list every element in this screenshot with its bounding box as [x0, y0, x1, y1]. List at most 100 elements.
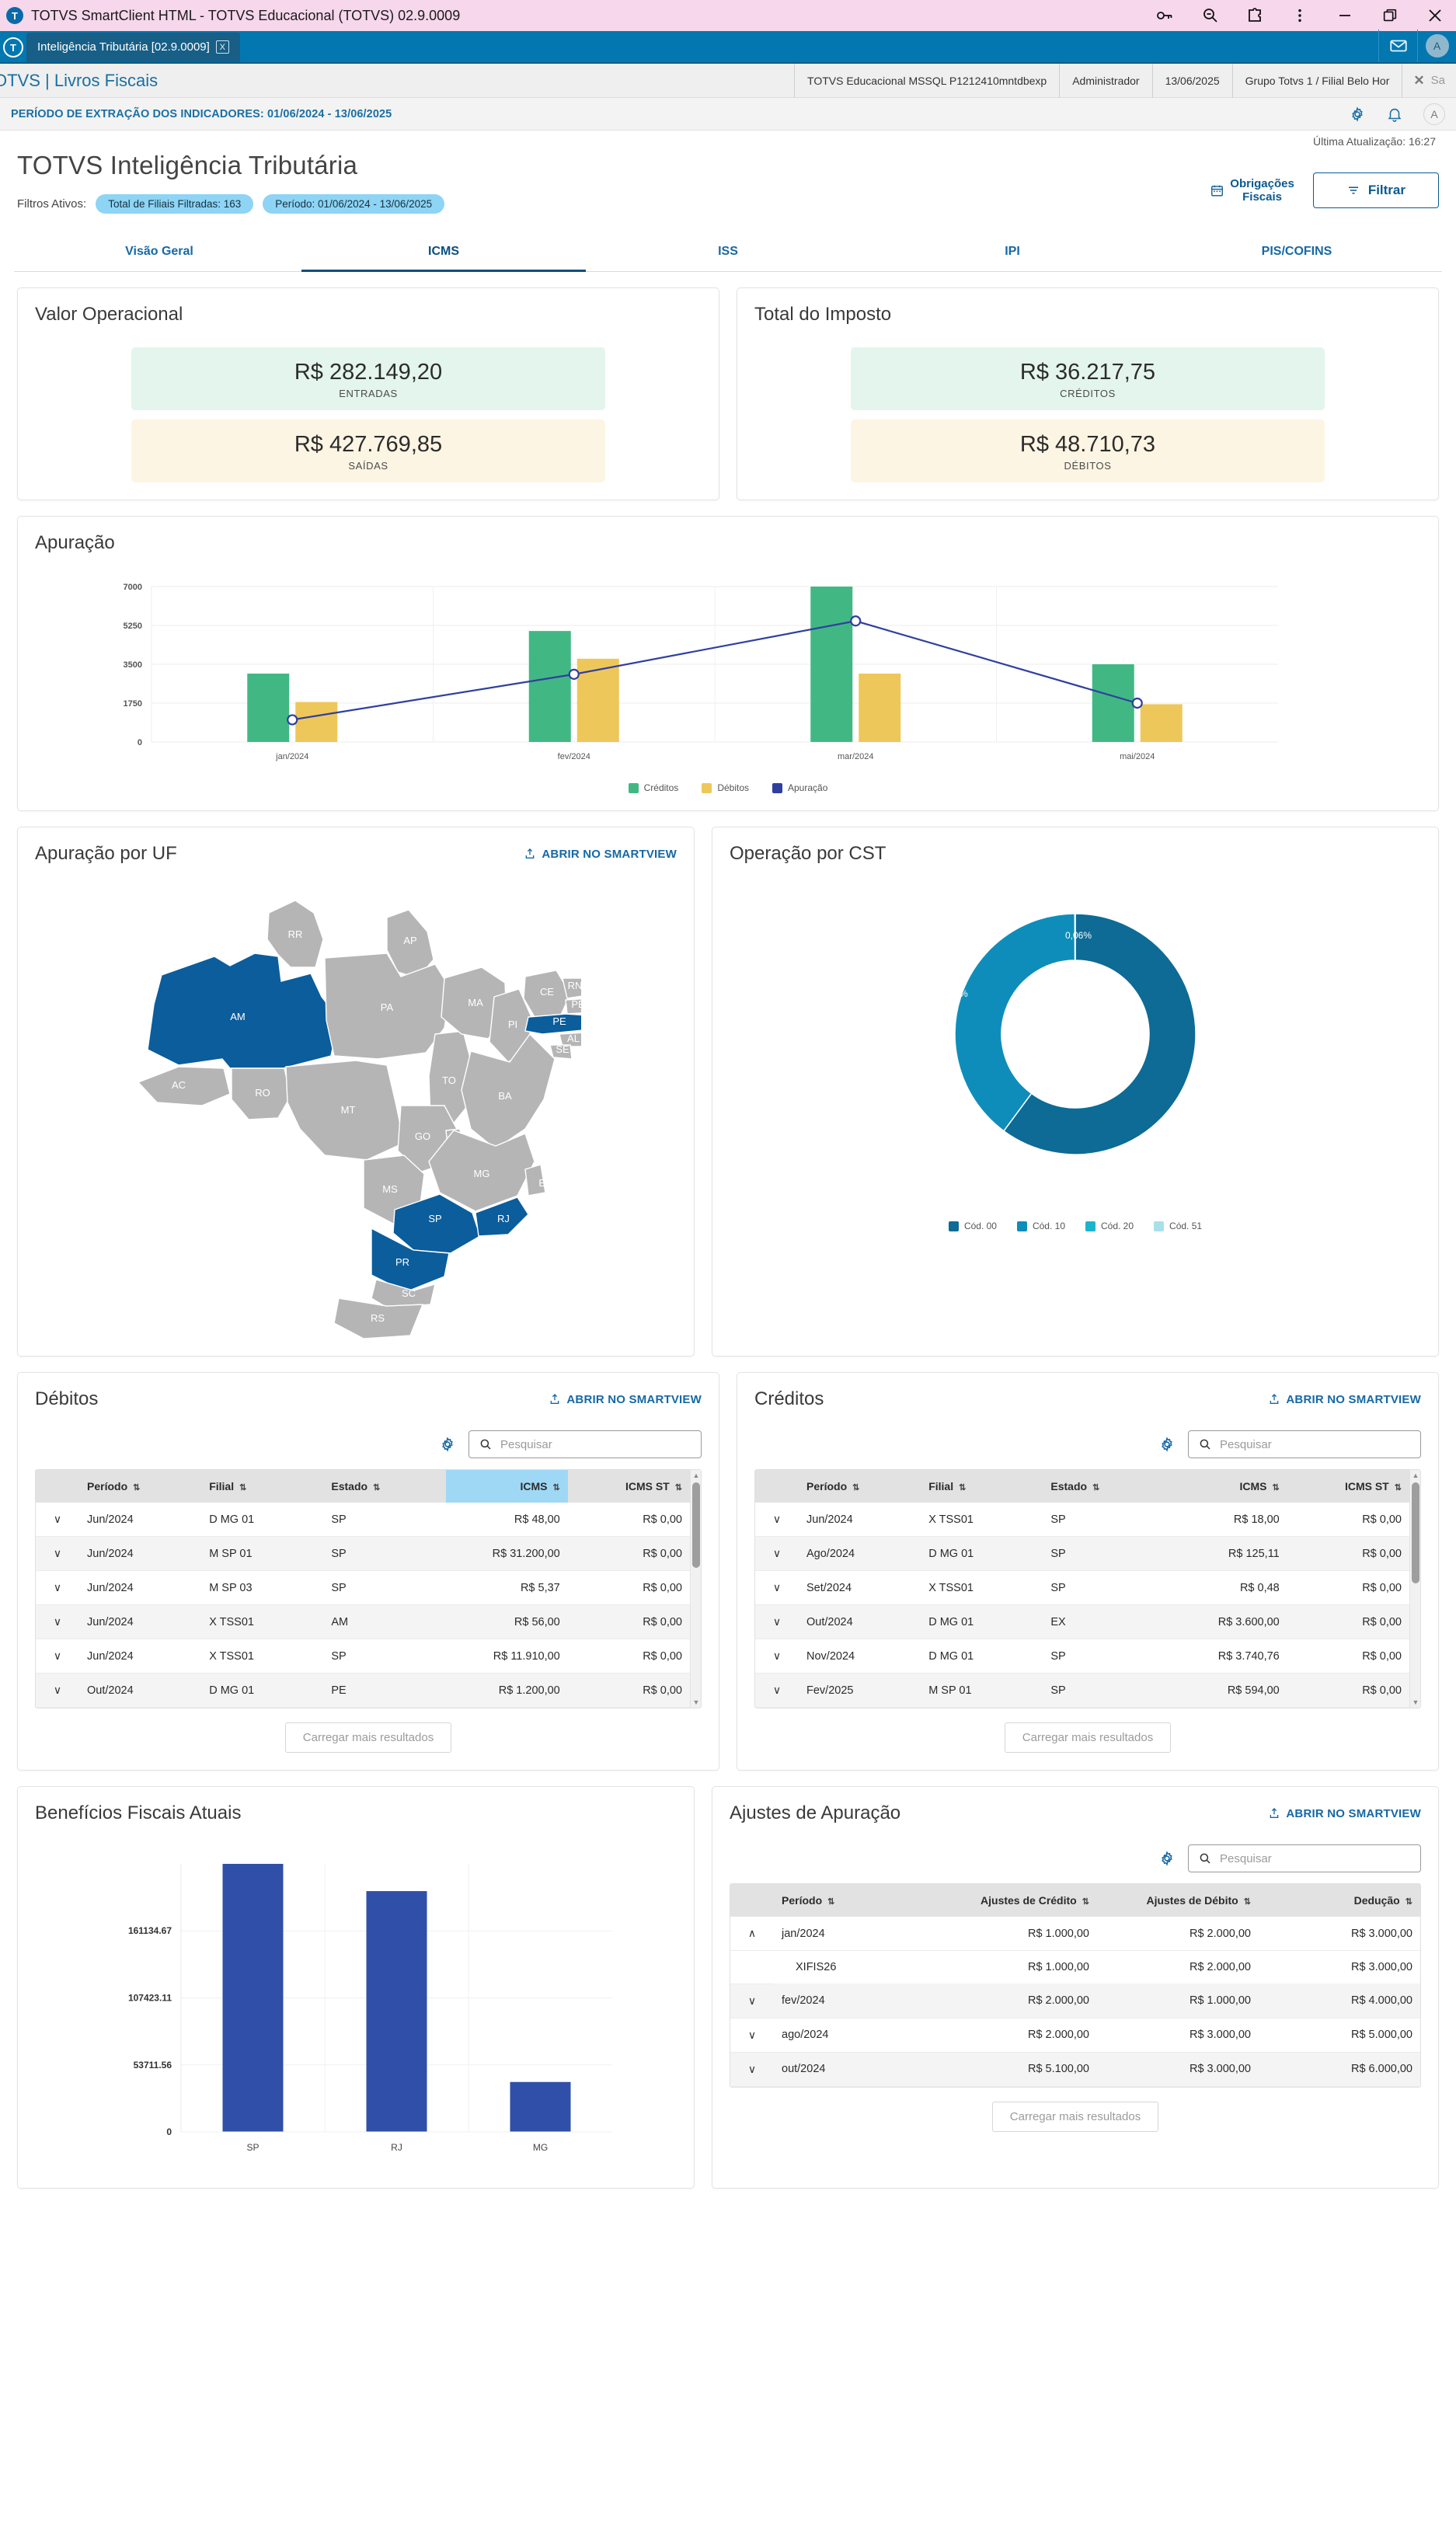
map-state-mg[interactable]: [428, 1130, 535, 1212]
row-collapse-chevron-up-icon[interactable]: ∧: [730, 1917, 774, 1951]
column-header-icms[interactable]: ICMS ⇅: [1165, 1470, 1287, 1503]
debitos-load-more-button[interactable]: Carregar mais resultados: [284, 1722, 452, 1753]
profile-avatar[interactable]: A: [1423, 103, 1445, 125]
table-subrow[interactable]: XIFIS26 R$ 1.000,00 R$ 2.000,00 R$ 3.000,00: [730, 1950, 1420, 1984]
table-row[interactable]: ∨ Ago/2024 D MG 01 SP R$ 125,11 R$ 0,00: [755, 1536, 1409, 1571]
extension-icon[interactable]: [1245, 5, 1265, 26]
apuracao-chart[interactable]: 0 1750 3500 5250 7000 jan/2024 fev/2024 mar/202…: [35, 577, 1421, 771]
debitos-scrollbar[interactable]: ▲ ▼: [690, 1470, 701, 1708]
creditos-search-input[interactable]: [1220, 1437, 1411, 1451]
column-header-icms-st[interactable]: ICMS ST ⇅: [1287, 1470, 1409, 1503]
operacao-cst-legend-item-3[interactable]: Cód. 51: [1154, 1221, 1202, 1231]
restore-icon[interactable]: [1380, 5, 1400, 26]
table-row[interactable]: ∨ Jun/2024 X TSS01 SP R$ 18,00 R$ 0,00: [755, 1503, 1409, 1537]
map-state-rr[interactable]: [266, 900, 324, 968]
zoom-out-icon[interactable]: [1200, 5, 1220, 26]
column-header-período[interactable]: Período ⇅: [799, 1470, 921, 1503]
map-state-al[interactable]: [559, 1032, 581, 1047]
sort-icon[interactable]: ⇅: [1241, 1897, 1251, 1907]
sort-icon[interactable]: ⇅: [550, 1483, 560, 1492]
row-expand-chevron-down-icon[interactable]: ∨: [36, 1639, 79, 1674]
column-header-icms[interactable]: ICMS ⇅: [445, 1470, 568, 1503]
operacao-cst-legend-item-0[interactable]: Cód. 00: [948, 1221, 997, 1231]
table-row[interactable]: ∨ Jun/2024 X TSS01 AM R$ 56,00 R$ 0,00: [36, 1604, 690, 1639]
ajustes-search-input[interactable]: [1220, 1851, 1411, 1865]
kebab-menu-icon[interactable]: [1290, 5, 1310, 26]
filter-chip-filiais[interactable]: Total de Filiais Filtradas: 163: [96, 194, 254, 214]
table-row[interactable]: ∨ Jun/2024 D MG 01 SP R$ 48,00 R$ 0,00: [36, 1503, 690, 1537]
column-header-filial[interactable]: Filial ⇅: [201, 1470, 324, 1503]
scroll-down-icon[interactable]: ▼: [692, 1698, 700, 1706]
row-expand-chevron-down-icon[interactable]: ∨: [730, 2052, 774, 2087]
table-row[interactable]: ∨ Jun/2024 X TSS01 SP R$ 11.910,00 R$ 0,00: [36, 1639, 690, 1674]
column-header-ajustes-de-crédito[interactable]: Ajustes de Crédito ⇅: [935, 1884, 1097, 1917]
sort-icon[interactable]: ⇅: [1079, 1897, 1089, 1907]
column-header-dedução[interactable]: Dedução ⇅: [1259, 1884, 1420, 1917]
app-tab-close-icon[interactable]: X: [215, 40, 229, 54]
row-expand-chevron-down-icon[interactable]: ∨: [755, 1604, 799, 1639]
table-row[interactable]: ∨ Jun/2024 M SP 01 SP R$ 31.200,00 R$ 0,00: [36, 1536, 690, 1571]
row-expand-chevron-down-icon[interactable]: ∨: [36, 1503, 79, 1537]
bell-icon[interactable]: [1386, 106, 1403, 123]
table-row[interactable]: ∧ jan/2024 R$ 1.000,00 R$ 2.000,00 R$ 3.000,…: [730, 1917, 1420, 1951]
row-expand-chevron-down-icon[interactable]: ∨: [755, 1536, 799, 1571]
column-header-estado[interactable]: Estado ⇅: [323, 1470, 446, 1503]
map-state-rj[interactable]: [475, 1196, 529, 1237]
row-expand-chevron-down-icon[interactable]: ∨: [36, 1536, 79, 1571]
scroll-up-icon[interactable]: ▲: [1412, 1472, 1419, 1479]
row-expand-chevron-down-icon[interactable]: ∨: [36, 1673, 79, 1708]
mail-icon[interactable]: [1378, 30, 1417, 62]
column-header-estado[interactable]: Estado ⇅: [1043, 1470, 1165, 1503]
map-state-ro[interactable]: [231, 1068, 291, 1120]
table-row[interactable]: ∨ out/2024 R$ 5.100,00 R$ 3.000,00 R$ 6.000,…: [730, 2052, 1420, 2087]
table-row[interactable]: ∨ Nov/2024 D MG 01 SP R$ 3.740,76 R$ 0,00: [755, 1639, 1409, 1674]
key-icon[interactable]: [1155, 5, 1175, 26]
ajustes-smartview-link[interactable]: ABRIR NO SMARTVIEW: [1268, 1807, 1421, 1820]
sort-icon[interactable]: ⇅: [825, 1897, 835, 1907]
table-row[interactable]: ∨ Jun/2024 M SP 03 SP R$ 5,37 R$ 0,00: [36, 1570, 690, 1605]
minimize-icon[interactable]: [1335, 5, 1355, 26]
brazil-map[interactable]: ACAMRRAPPAROMTTOMAPICERNPBPEALSEBAGODFMG…: [35, 872, 677, 1339]
map-state-sc[interactable]: [371, 1279, 436, 1308]
scroll-thumb[interactable]: [692, 1482, 700, 1568]
tab-iss[interactable]: ISS: [718, 245, 738, 258]
table-row[interactable]: ∨ Set/2024 X TSS01 SP R$ 0,48 R$ 0,00: [755, 1570, 1409, 1605]
column-header-período[interactable]: Período ⇅: [79, 1470, 202, 1503]
ajustes-search-box[interactable]: [1188, 1844, 1421, 1872]
map-state-ba[interactable]: [461, 1033, 556, 1150]
debitos-search-input[interactable]: [500, 1437, 691, 1451]
table-row[interactable]: ∨ Out/2024 D MG 01 EX R$ 3.600,00 R$ 0,00: [755, 1604, 1409, 1639]
tab-ipi[interactable]: IPI: [1005, 245, 1020, 258]
sort-icon[interactable]: ⇅: [237, 1483, 247, 1492]
debitos-smartview-link[interactable]: ABRIR NO SMARTVIEW: [549, 1393, 702, 1406]
map-state-sp[interactable]: [392, 1193, 481, 1254]
table-row[interactable]: ∨ Out/2024 D MG 01 PE R$ 1.200,00 R$ 0,00: [36, 1673, 690, 1708]
column-header-ajustes-de-débito[interactable]: Ajustes de Débito ⇅: [1097, 1884, 1259, 1917]
scroll-down-icon[interactable]: ▼: [1412, 1698, 1419, 1706]
creditos-search-box[interactable]: [1188, 1430, 1421, 1458]
column-header-período[interactable]: Período ⇅: [774, 1884, 935, 1917]
debitos-search-box[interactable]: [468, 1430, 702, 1458]
obrigacoes-fiscais-button[interactable]: Obrigações Fiscais: [1210, 177, 1294, 204]
debitos-settings-gear-icon[interactable]: [439, 1436, 456, 1453]
apuracao-uf-smartview-link[interactable]: ABRIR NO SMARTVIEW: [524, 848, 677, 861]
map-state-pb[interactable]: [565, 998, 581, 1015]
close-icon[interactable]: [1425, 5, 1445, 26]
sort-icon[interactable]: ⇅: [1090, 1483, 1100, 1492]
sort-icon[interactable]: ⇅: [1402, 1897, 1412, 1907]
operacao-cst-chart[interactable]: 60% 39,74% 0,06%: [730, 879, 1421, 1205]
sort-icon[interactable]: ⇅: [371, 1483, 381, 1492]
map-state-pe[interactable]: [524, 1013, 581, 1035]
apuracao-legend-item-1[interactable]: Débitos: [702, 782, 749, 793]
sort-icon[interactable]: ⇅: [956, 1483, 967, 1492]
sort-icon[interactable]: ⇅: [1392, 1483, 1402, 1492]
operacao-cst-legend-item-1[interactable]: Cód. 10: [1016, 1221, 1065, 1231]
table-row[interactable]: ∨ ago/2024 R$ 2.000,00 R$ 3.000,00 R$ 5.000,…: [730, 2018, 1420, 2053]
map-state-ac[interactable]: [137, 1066, 231, 1106]
apuracao-legend-item-0[interactable]: Créditos: [628, 782, 678, 793]
gear-icon[interactable]: [1349, 106, 1366, 123]
user-avatar[interactable]: A: [1417, 30, 1456, 62]
creditos-smartview-link[interactable]: ABRIR NO SMARTVIEW: [1268, 1393, 1421, 1406]
map-state-se[interactable]: [549, 1044, 573, 1060]
table-row[interactable]: ∨ Fev/2025 M SP 01 SP R$ 594,00 R$ 0,00: [755, 1673, 1409, 1708]
